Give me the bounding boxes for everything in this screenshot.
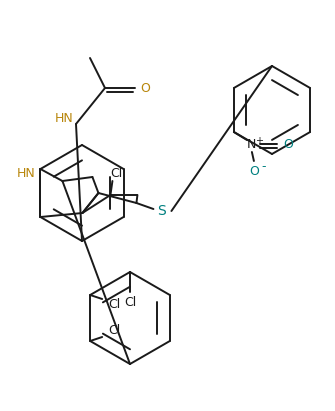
Text: -: - (262, 161, 266, 173)
Text: Cl: Cl (108, 298, 120, 312)
Text: O: O (249, 164, 259, 178)
Text: HN: HN (55, 111, 73, 125)
Text: S: S (157, 204, 166, 218)
Text: N: N (247, 138, 257, 150)
Text: Cl: Cl (110, 166, 123, 180)
Text: Cl: Cl (124, 296, 136, 309)
Text: +: + (255, 136, 263, 146)
Text: O: O (283, 138, 293, 150)
Text: HN: HN (17, 166, 36, 180)
Text: Cl: Cl (108, 325, 120, 337)
Text: O: O (140, 81, 150, 95)
